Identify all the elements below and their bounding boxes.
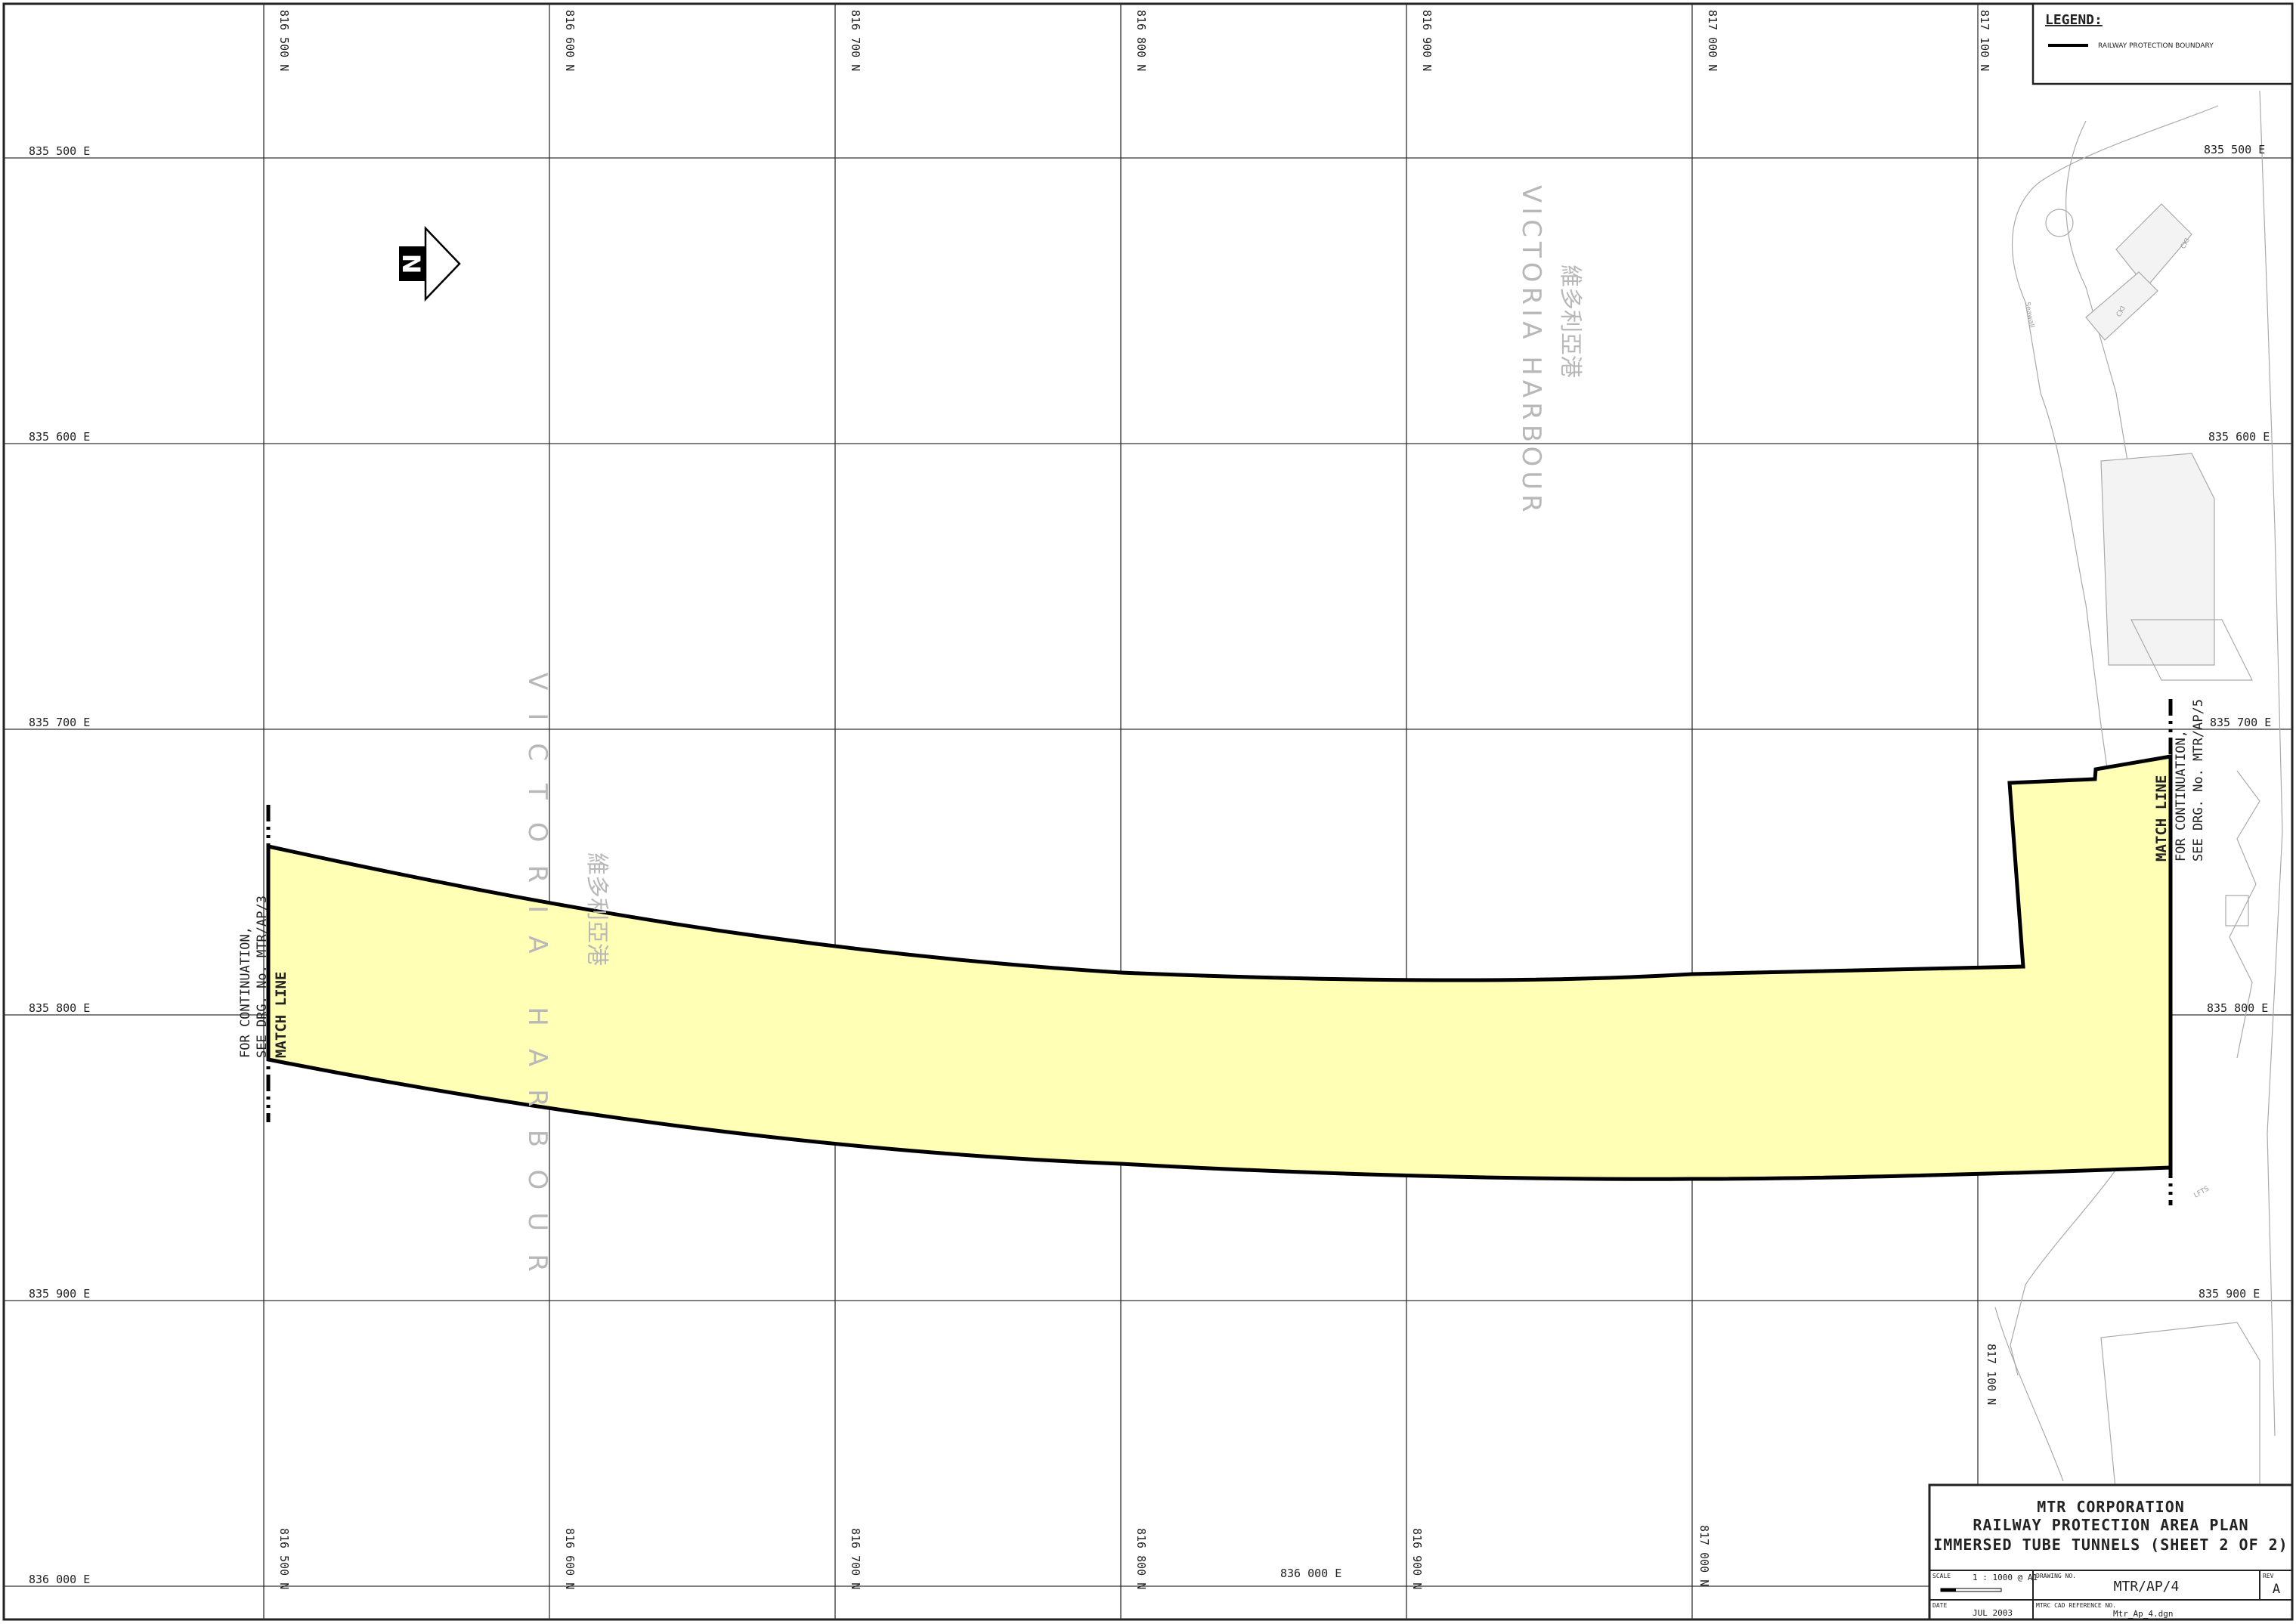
harbour-name-upper-en: VICTORIA HARBOUR: [1516, 185, 1546, 517]
scale-bar: [1940, 1588, 2002, 1592]
legend-title: LEGEND:: [2045, 12, 2103, 28]
easting-labels-left: 835 500 E 835 600 E 835 700 E 835 800 E …: [29, 144, 90, 1586]
easting-label-right: 835 600 E: [2208, 430, 2270, 444]
legend-item-label: RAILWAY PROTECTION BOUNDARY: [2098, 42, 2214, 50]
legend: LEGEND: RAILWAY PROTECTION BOUNDARY: [2031, 2, 2294, 85]
northing-label-bottom: 816 500 N: [277, 1528, 291, 1589]
northing-label-top: 816 900 N: [1420, 10, 1434, 71]
date-value: JUL 2003: [1973, 1608, 2013, 1618]
easting-label-left: 835 700 E: [29, 716, 90, 729]
northing-labels-bottom: 816 500 N 816 600 N 816 700 N 816 800 N …: [277, 1344, 1998, 1589]
pontoon: [2225, 895, 2249, 926]
rev-label: REV: [2263, 1573, 2274, 1579]
northing-label-bottom: 817 000 N: [1697, 1525, 1711, 1586]
harbour-name-lower-en: VICTORIA HARBOUR: [522, 673, 552, 1295]
building-block-2: [2085, 271, 2158, 341]
harbour-name-upper-zh: 維多利亞港: [1557, 264, 1583, 378]
easting-label-left: 835 500 E: [29, 144, 90, 158]
cad-ref-label: MTRC CAD REFERENCE NO.: [2036, 1602, 2116, 1609]
title-block-frame: [1928, 1483, 2294, 1621]
match-line-right-label: MATCH LINE: [2153, 775, 2170, 861]
northing-label-top: 817 100 N: [1978, 10, 1991, 71]
match-line-left-cont1: FOR CONTINUATION,: [238, 926, 253, 1058]
lower-building: [2100, 1322, 2260, 1497]
right-edge-road: [2259, 90, 2283, 1437]
title-line-3: IMMERSED TUBE TUNNELS (SHEET 2 OF 2): [1933, 1536, 2288, 1554]
easting-label-right: 835 500 E: [2204, 143, 2265, 156]
northing-label-bottom: 816 700 N: [849, 1528, 862, 1589]
date-label: DATE: [1932, 1602, 1947, 1609]
easting-label-left: 835 800 E: [29, 1001, 90, 1015]
road-curve: [2065, 120, 2140, 530]
scale-value: 1 : 1000 @ A1: [1973, 1573, 2038, 1582]
title-line-1: MTR CORPORATION: [2037, 1498, 2185, 1516]
lower-road: [1994, 1307, 2064, 1482]
match-line-left-cont2: SEE DRG. No. MTR/AP/3: [255, 896, 270, 1058]
easting-label-left: 835 900 E: [29, 1287, 90, 1301]
coastline: [2010, 105, 2219, 1376]
harbour-name-lower-zh: 維多利亞港: [583, 852, 610, 966]
stairs-structure: [2130, 619, 2253, 681]
match-line-right-cont1: FOR CONTINUATION,: [2174, 730, 2189, 861]
match-line-right-cont2: SEE DRG. No. MTR/AP/5: [2191, 699, 2206, 861]
scale-bar-outline: [1940, 1588, 2002, 1592]
title-block: MTR CORPORATION RAILWAY PROTECTION AREA …: [1928, 1483, 2294, 1621]
drawing-no-label: DRAWING NO.: [2036, 1573, 2076, 1579]
rev-value: A: [2273, 1582, 2280, 1597]
easting-label-right: 835 700 E: [2210, 716, 2271, 729]
land-features: CKI CKI Seawall Seawall LFTS: [1994, 90, 2283, 1497]
northing-label-top: 816 800 N: [1134, 10, 1148, 71]
easting-label-left: 835 600 E: [29, 430, 90, 444]
northing-label-side: 817 100 N: [1985, 1344, 1998, 1405]
roundabout: [2045, 209, 2074, 237]
northing-labels-top: 816 500 N 816 600 N 816 700 N 816 800 N …: [277, 10, 1991, 71]
northing-label-top: 817 000 N: [1706, 10, 1719, 71]
north-arrow-shadow: [399, 246, 425, 281]
easting-label-left: 836 000 E: [29, 1573, 90, 1586]
northing-label-bottom: 816 600 N: [563, 1528, 577, 1589]
north-arrow: N: [397, 225, 461, 302]
easting-label-right: 835 800 E: [2207, 1001, 2268, 1015]
easting-labels-right: 835 500 E 835 600 E 835 700 E 835 800 E …: [2199, 143, 2271, 1301]
scale-bar-fill: [1941, 1588, 1956, 1592]
title-line-2: RAILWAY PROTECTION AREA PLAN: [1973, 1516, 2248, 1534]
scale-label: SCALE: [1932, 1573, 1951, 1579]
northing-label-bottom: 816 900 N: [1410, 1528, 1424, 1589]
northing-label-bottom: 816 800 N: [1134, 1528, 1148, 1589]
shoreline-right: [2229, 770, 2260, 1059]
northing-label-top: 816 500 N: [277, 10, 291, 71]
drawing-no-value: MTR/AP/4: [2114, 1579, 2180, 1595]
northing-label-top: 816 700 N: [849, 10, 862, 71]
match-line-left-label: MATCH LINE: [273, 972, 289, 1058]
easting-label-right: 835 900 E: [2199, 1287, 2260, 1301]
northing-label-top: 816 600 N: [563, 10, 577, 71]
pier-structure: [2100, 453, 2215, 666]
cad-ref-value: Mtr_Ap_4.dgn: [2113, 1609, 2173, 1619]
easting-label-bottom-centre: 836 000 E: [1280, 1567, 1341, 1580]
north-arrow-letter: N: [397, 254, 425, 274]
